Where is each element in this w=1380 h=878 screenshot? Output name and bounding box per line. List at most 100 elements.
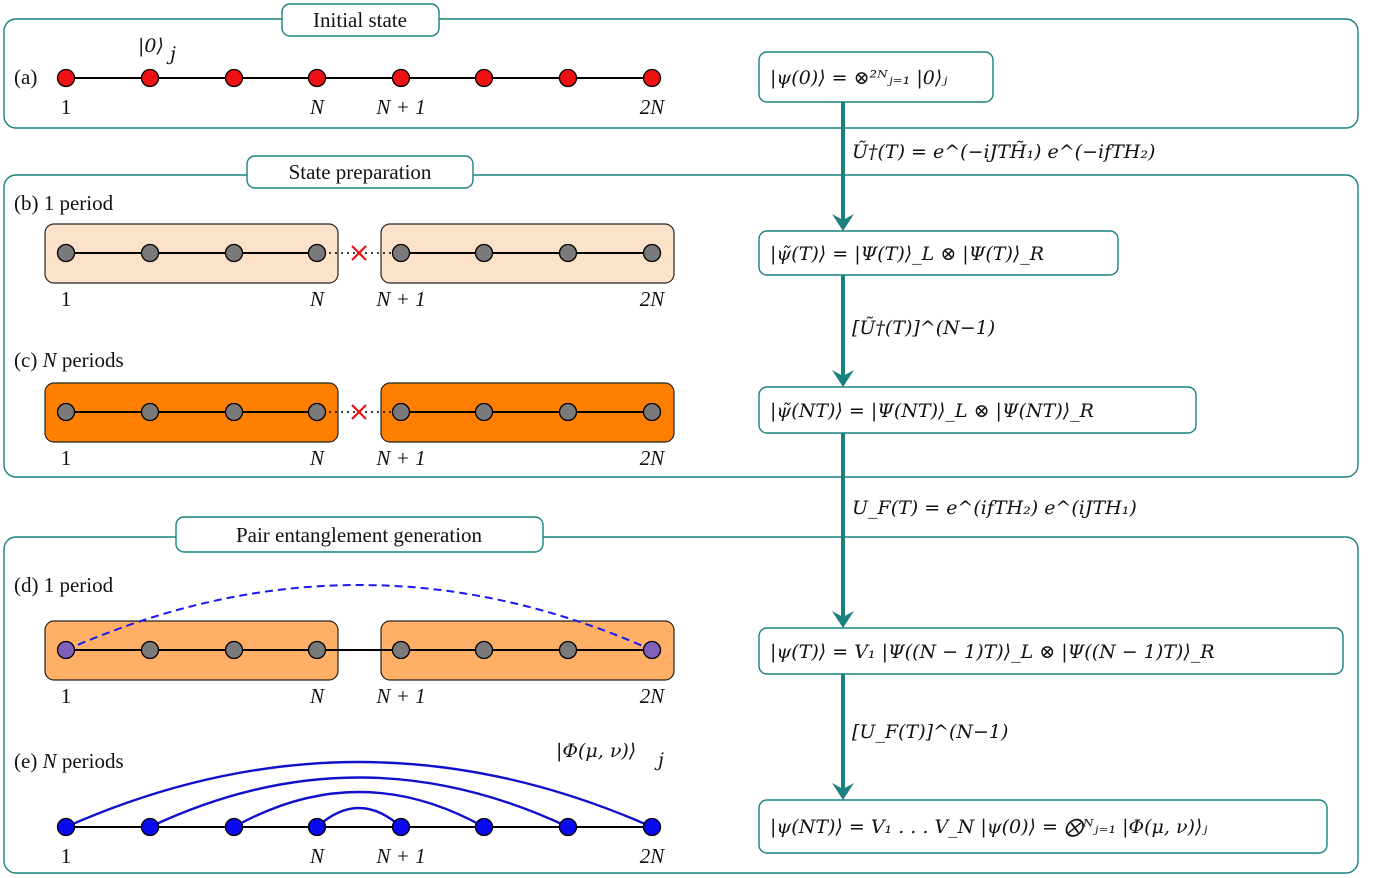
lattice-site-8 — [642, 817, 662, 837]
lattice-site-3 — [224, 68, 244, 88]
lattice-site-3 — [224, 640, 244, 660]
chain-d-labels: 1 N N + 1 2N — [61, 684, 665, 708]
pair-entanglement-title: Pair entanglement generation — [236, 523, 483, 547]
site-n-label: N — [309, 287, 325, 311]
lattice-site-7 — [558, 640, 578, 660]
lattice-site-4 — [307, 402, 327, 422]
lattice-site-4 — [307, 640, 327, 660]
lattice-site-2 — [140, 243, 160, 263]
cut-cross-c-icon — [351, 404, 367, 420]
cut-cross-b-icon — [351, 245, 367, 261]
lattice-site-4 — [307, 817, 327, 837]
flow-arrows — [832, 102, 854, 800]
pair-arc-1 — [65, 760, 653, 829]
lattice-site-1 — [56, 640, 76, 660]
lattice-site-3 — [224, 402, 244, 422]
chain-a-sites — [56, 68, 662, 88]
state-preparation-frame — [3, 174, 1359, 478]
row-d-label: (d) 1 period — [14, 573, 114, 597]
lattice-site-8 — [642, 640, 662, 660]
lattice-site-3 — [224, 243, 244, 263]
lattice-site-1 — [56, 402, 76, 422]
lattice-site-5 — [391, 68, 411, 88]
lattice-site-7 — [558, 817, 578, 837]
phi-ket-label: |Φ(μ, ν)⟩ — [556, 740, 636, 762]
site-n-plus-1-label: N + 1 — [375, 684, 425, 708]
final-entangled-state: |ψ(NT)⟩ = V₁ . . . V_N |ψ(0)⟩ = ⨂ᴺⱼ₌₁ |Φ… — [770, 816, 1207, 838]
site-n-label: N — [309, 95, 325, 119]
row-c-label: (c) N periods — [14, 348, 124, 372]
chain-b-labels: 1 N N + 1 2N — [61, 287, 665, 311]
lattice-site-8 — [642, 243, 662, 263]
initial-product-state-box — [758, 51, 994, 103]
lattice-site-2 — [140, 640, 160, 660]
site-1-label: 1 — [61, 684, 72, 708]
site-n-plus-1-label: N + 1 — [375, 95, 425, 119]
lattice-site-5 — [391, 402, 411, 422]
zero-ket-subscript: j — [166, 43, 176, 65]
reverse-evolution-operator: Ũ†(T) = e^(−iJTH̃₁) e^(−ifTH₂) — [852, 140, 1155, 163]
lattice-site-8 — [642, 68, 662, 88]
dashed-end-pair-arc — [65, 584, 653, 651]
site-n-plus-1-label: N + 1 — [375, 446, 425, 470]
state-preparation-title: State preparation — [289, 160, 432, 184]
lattice-site-1 — [56, 243, 76, 263]
row-b-label: (b) 1 period — [14, 191, 114, 215]
floquet-operator: U_F(T) = e^(ifTH₂) e^(iJTH₁) — [852, 497, 1137, 519]
one-period-prepared-state: |ψ̃(T)⟩ = |Ψ(T)⟩_L ⊗ |Ψ(T)⟩_R — [770, 243, 1044, 265]
one-period-pair-state-box — [758, 627, 1344, 675]
site-n-label: N — [309, 844, 325, 868]
pair-arcs — [65, 760, 653, 829]
lattice-site-7 — [558, 68, 578, 88]
lattice-site-5 — [391, 640, 411, 660]
site-n-plus-1-label: N + 1 — [375, 287, 425, 311]
one-period-pair-state: |ψ(T)⟩ = V₁ |Ψ((N − 1)T)⟩_L ⊗ |Ψ((N − 1)… — [770, 641, 1215, 663]
floquet-operator-power: [U_F(T)]^(N−1) — [852, 721, 1008, 743]
lattice-site-6 — [474, 640, 494, 660]
lattice-site-5 — [391, 817, 411, 837]
initial-state-title: Initial state — [313, 8, 407, 32]
chain-a-labels: 1 N N + 1 2N — [61, 95, 665, 119]
final-entangled-state-box — [758, 799, 1328, 854]
site-1-label: 1 — [61, 844, 72, 868]
site-n-label: N — [309, 446, 325, 470]
site-2n-label: 2N — [640, 95, 666, 119]
lattice-site-6 — [474, 817, 494, 837]
site-n-plus-1-label: N + 1 — [375, 844, 425, 868]
chain-c-labels: 1 N N + 1 2N — [61, 446, 665, 470]
lattice-site-3 — [224, 817, 244, 837]
lattice-site-2 — [140, 817, 160, 837]
lattice-site-6 — [474, 402, 494, 422]
site-n-label: N — [309, 684, 325, 708]
site-1-label: 1 — [61, 287, 72, 311]
arrow-head-3 — [832, 611, 854, 628]
pair-arc-4 — [316, 806, 402, 828]
lattice-site-6 — [474, 68, 494, 88]
lattice-site-7 — [558, 243, 578, 263]
n-period-prepared-state-box — [758, 386, 1197, 434]
initial-state-title-box — [281, 3, 440, 37]
zero-ket-label: |0⟩ — [138, 35, 164, 57]
pair-entanglement-title-box — [175, 516, 544, 553]
initial-state-frame — [3, 18, 1359, 129]
lattice-site-4 — [307, 243, 327, 263]
phi-ket-subscript: j — [654, 749, 664, 771]
site-2n-label: 2N — [640, 287, 666, 311]
row-a-label: (a) — [14, 65, 37, 89]
chain-d-sites — [56, 640, 662, 660]
lattice-site-2 — [140, 402, 160, 422]
chain-c-sites — [56, 402, 662, 422]
lattice-site-4 — [307, 68, 327, 88]
one-period-prepared-state-box — [758, 230, 1119, 276]
site-2n-label: 2N — [640, 446, 666, 470]
n-period-prepared-state: |ψ̃(NT)⟩ = |Ψ(NT)⟩_L ⊗ |Ψ(NT)⟩_R — [770, 400, 1094, 422]
site-2n-label: 2N — [640, 844, 666, 868]
pair-entanglement-frame — [3, 536, 1359, 874]
lattice-site-2 — [140, 68, 160, 88]
chain-e-labels: 1 N N + 1 2N — [61, 844, 665, 868]
site-1-label: 1 — [61, 446, 72, 470]
arrow-head-2 — [832, 370, 854, 387]
initial-product-state: |ψ(0)⟩ = ⊗²ᴺⱼ₌₁ |0⟩ⱼ — [770, 67, 947, 89]
state-preparation-title-box — [246, 155, 474, 189]
lattice-site-5 — [391, 243, 411, 263]
